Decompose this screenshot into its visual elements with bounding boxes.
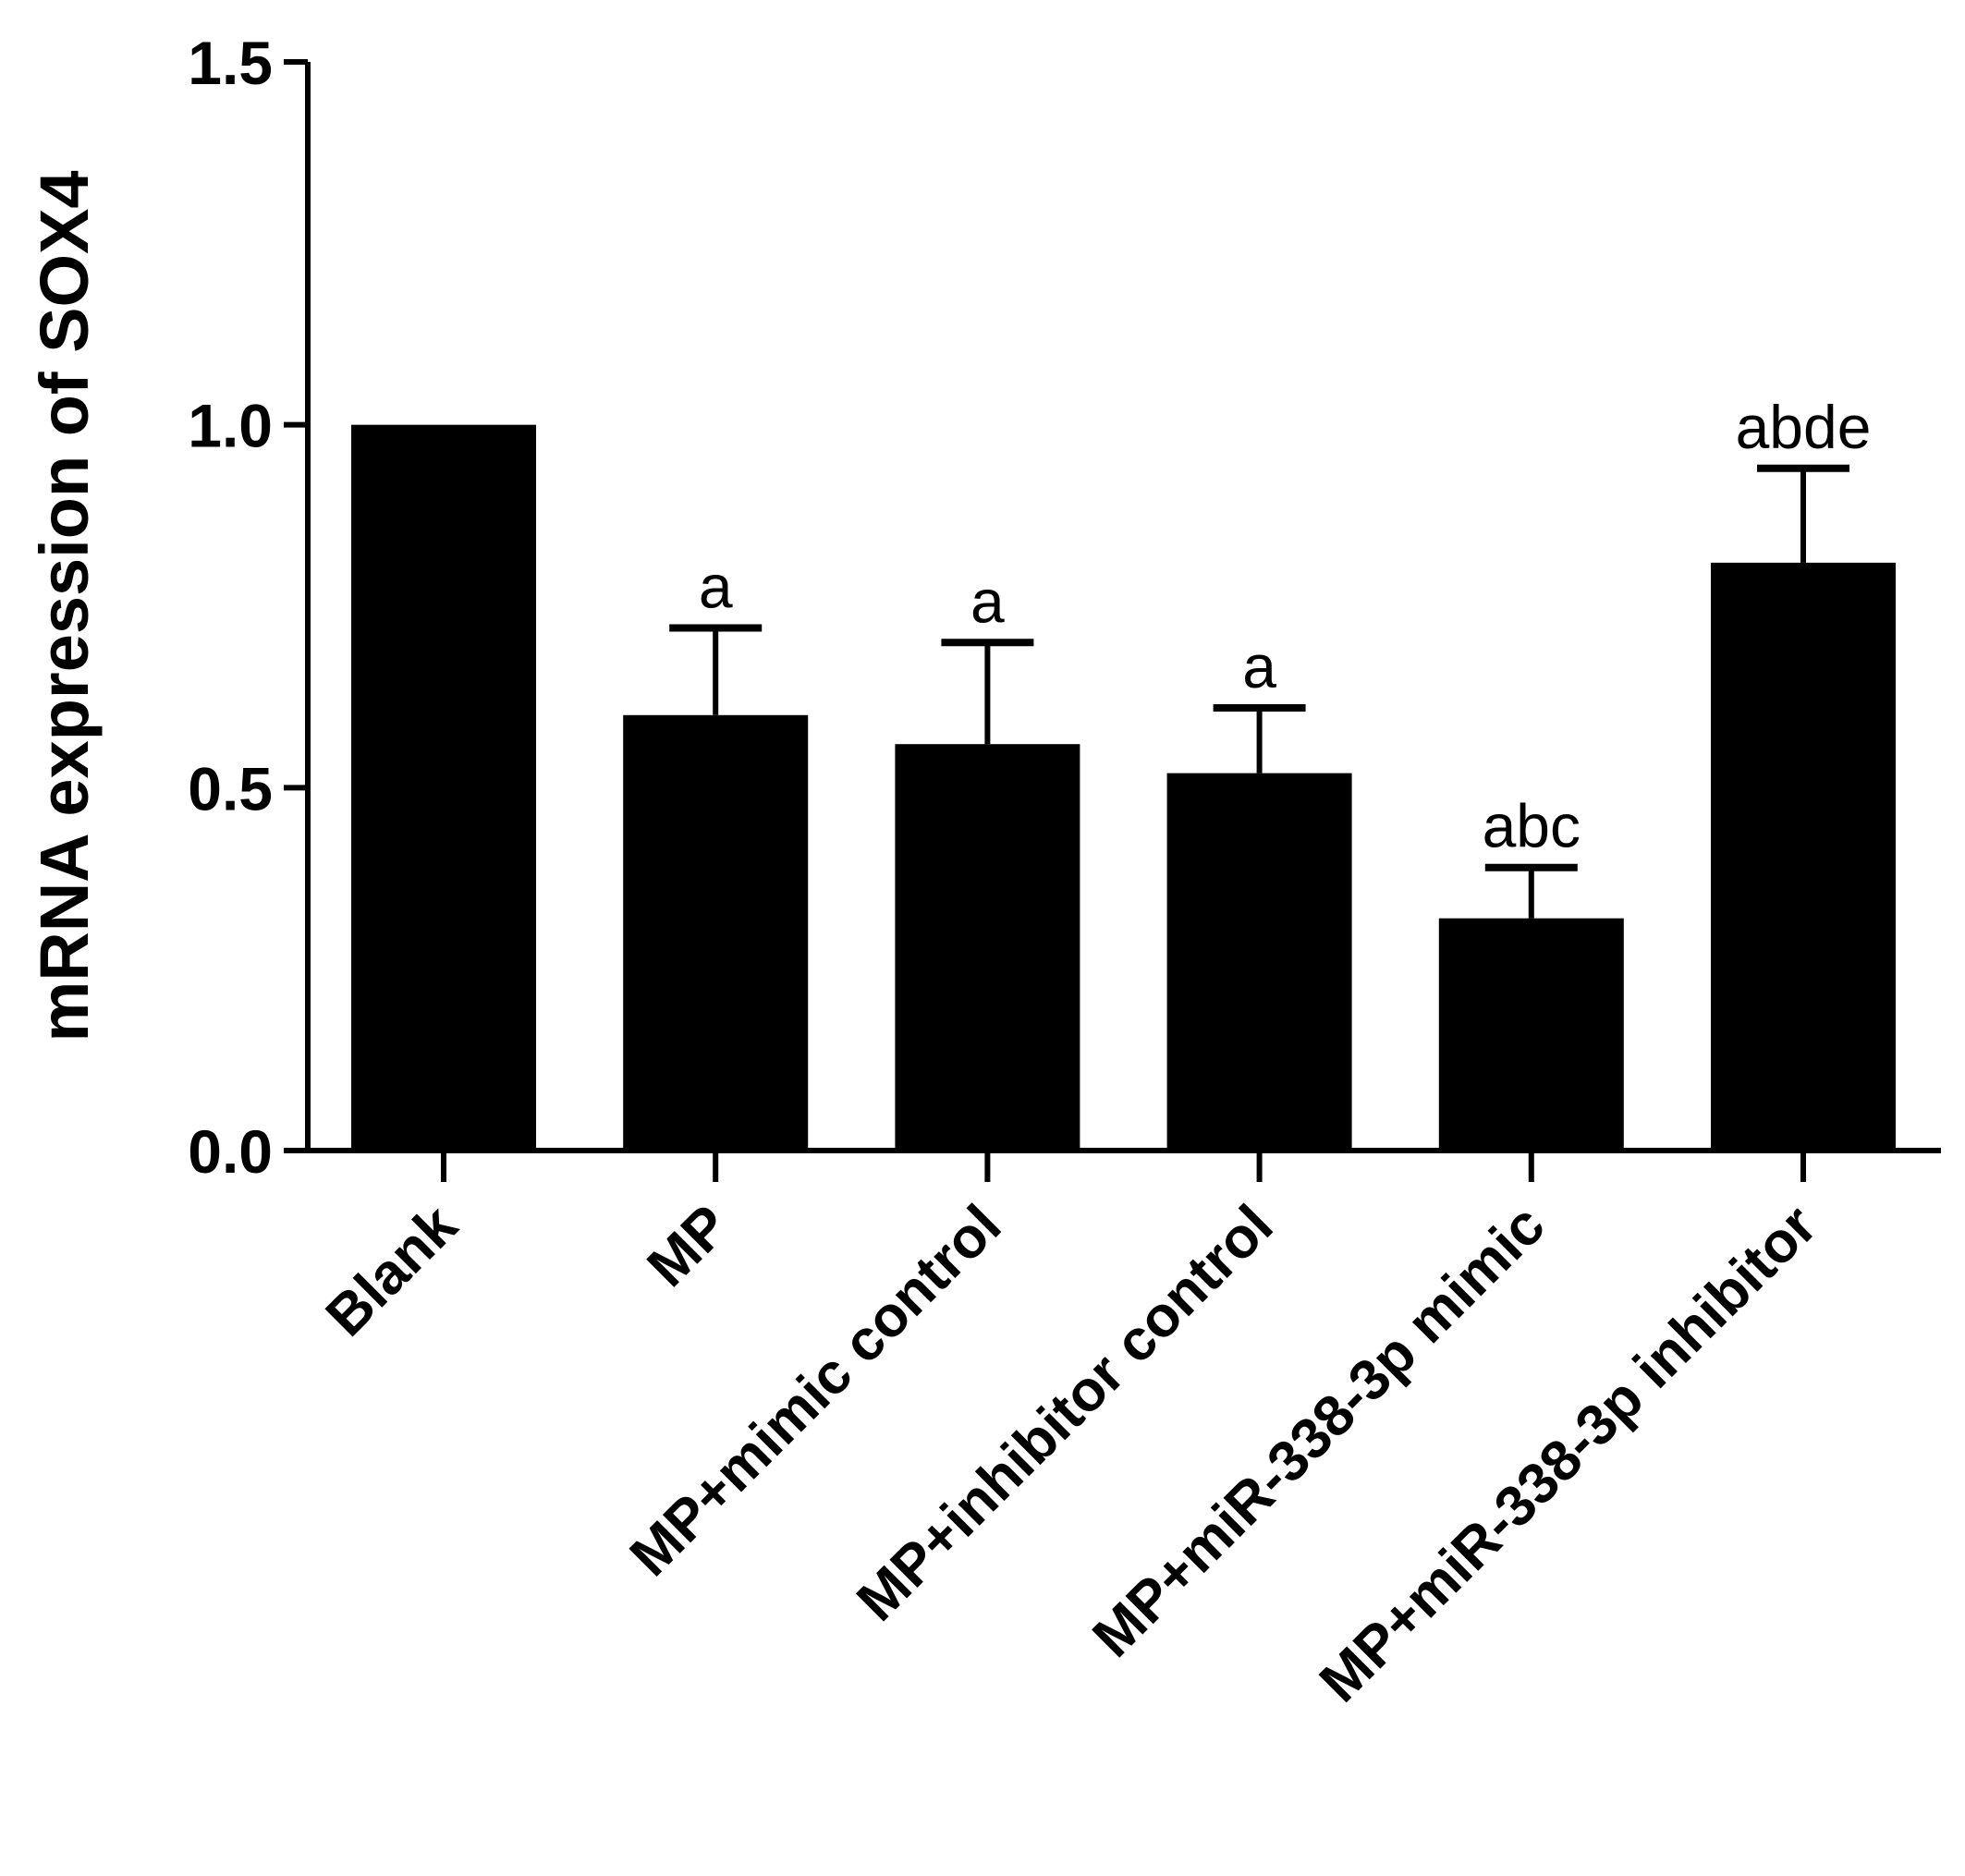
- bar: [1711, 562, 1896, 1151]
- y-axis: 0.0 0.5 1.0 1.5: [188, 29, 311, 1186]
- significance-label: abc: [1483, 792, 1581, 860]
- x-axis: [305, 1148, 1941, 1182]
- y-tick-label: 1.0: [188, 392, 273, 460]
- bar: [1438, 918, 1624, 1151]
- significance-label: a: [699, 553, 733, 621]
- error-bars: [669, 464, 1849, 919]
- bar: [895, 744, 1080, 1151]
- bars: [351, 424, 1896, 1151]
- y-tick-label: 1.5: [188, 29, 273, 97]
- category-label: MP+miR-338-3p inhibitor: [1308, 1193, 1829, 1714]
- category-label: Blank: [314, 1193, 470, 1349]
- y-tick-label: 0.0: [188, 1117, 273, 1186]
- bar: [623, 714, 809, 1151]
- bar: [351, 424, 536, 1151]
- significance-label: a: [1242, 632, 1276, 700]
- significance-label: abde: [1736, 393, 1872, 461]
- significance-labels: a a a abc abde: [699, 393, 1872, 860]
- category-label: MP+miR-338-3p mimic: [1080, 1193, 1556, 1669]
- y-tick-label: 0.5: [188, 754, 273, 822]
- category-label: MP: [636, 1193, 742, 1299]
- y-axis-label: mRNA expression of SOX4: [26, 170, 103, 1042]
- significance-label: a: [970, 566, 1005, 635]
- bar: [1166, 773, 1352, 1151]
